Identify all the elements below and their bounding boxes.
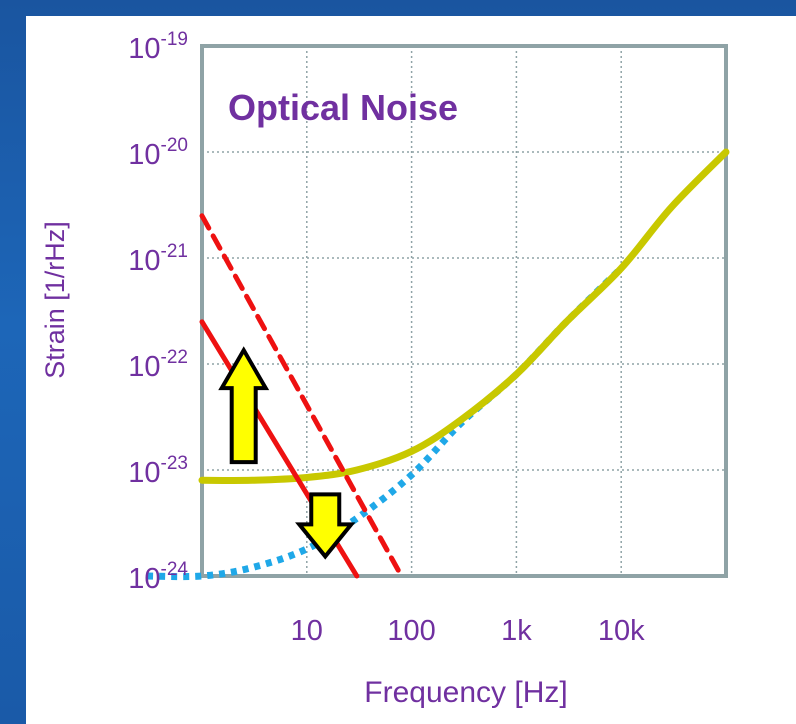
plot-frame (200, 44, 728, 578)
y-tick-label: 10-22 (128, 347, 188, 383)
y-tick-label: 10-21 (128, 241, 188, 277)
x-tick-label: 1k (501, 615, 532, 647)
chart-title: Optical Noise (228, 87, 458, 128)
y-tick-label: 10-23 (128, 453, 188, 489)
total-noise-line (198, 148, 730, 484)
x-tick-label: 10k (598, 615, 645, 647)
shot-noise-line (147, 265, 624, 581)
y-tick-labels: 10-19 10-20 10-21 10-22 10-23 10-24 (128, 29, 188, 595)
radiation-pressure-increased-line (199, 213, 404, 579)
x-axis-label: Frequency [Hz] (364, 676, 567, 709)
x-tick-label: 10 (291, 615, 323, 647)
up-arrow-icon (218, 346, 270, 465)
x-tick-label: 100 (387, 615, 435, 647)
down-arrow-icon (295, 492, 356, 560)
slide-panel (26, 16, 796, 724)
y-tick-label: 10-19 (128, 29, 188, 65)
y-tick-label: 10-20 (128, 135, 188, 171)
annotation-group (218, 346, 356, 560)
x-tick-labels: 10 100 1k 10k (291, 615, 645, 647)
y-axis-label: Strain [1/rHz] (40, 221, 70, 379)
grid (202, 46, 726, 576)
y-tick-label: 10-24 (128, 559, 188, 595)
